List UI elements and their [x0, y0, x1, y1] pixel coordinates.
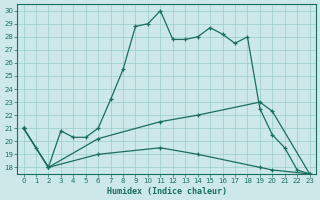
X-axis label: Humidex (Indice chaleur): Humidex (Indice chaleur) — [107, 187, 227, 196]
